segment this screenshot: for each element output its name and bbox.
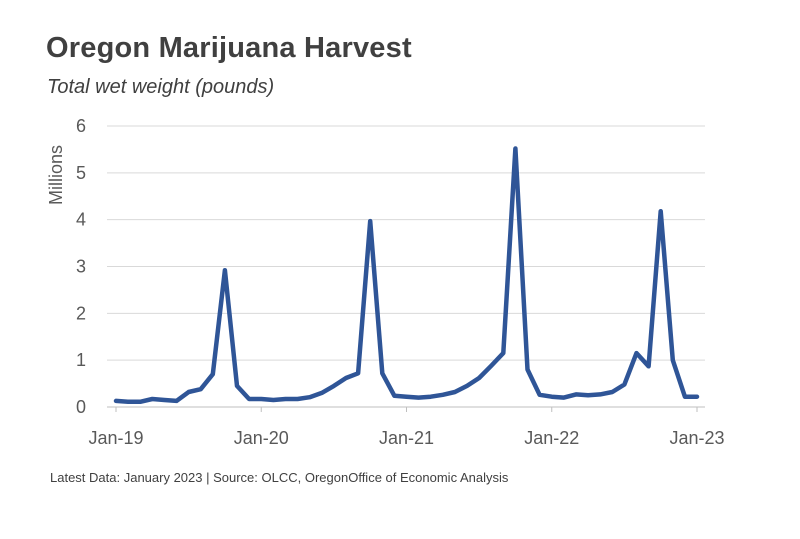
source-note: Latest Data: January 2023 | Source: OLCC… (50, 470, 509, 485)
series-layer (113, 146, 700, 405)
x-tick-label: Jan-22 (524, 428, 579, 448)
y-tick-label: 3 (76, 257, 86, 277)
x-tick-label: Jan-19 (88, 428, 143, 448)
y-axis-ticks: 0 1 2 3 4 5 6 (76, 116, 86, 417)
chart-title: Oregon Marijuana Harvest (46, 32, 412, 64)
y-tick-label: 1 (76, 350, 86, 370)
y-tick-label: 4 (76, 210, 86, 230)
y-tick-label: 5 (76, 163, 86, 183)
gridlines (107, 125, 705, 408)
x-tick-label: Jan-20 (234, 428, 289, 448)
chart-subtitle: Total wet weight (pounds) (47, 76, 275, 98)
y-tick-label: 6 (76, 116, 86, 136)
x-tick-label: Jan-23 (669, 428, 724, 448)
y-tick-label: 2 (76, 303, 86, 323)
y-tick-label: 0 (76, 397, 86, 417)
harvest-series-line (113, 146, 700, 405)
x-tick-label: Jan-21 (379, 428, 434, 448)
y-axis-title: Millions (46, 145, 66, 205)
x-axis-ticks: Jan-19 Jan-20 Jan-21 Jan-22 Jan-23 (88, 407, 725, 448)
